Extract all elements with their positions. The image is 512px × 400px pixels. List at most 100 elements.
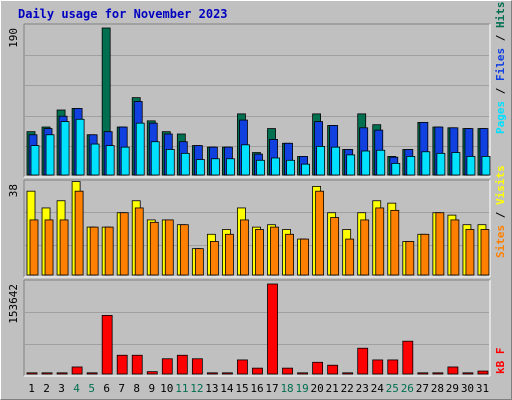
bar-kbytes-day-26 — [402, 340, 414, 375]
x-label-day-18: 18 — [280, 382, 293, 395]
x-label-day-22: 22 — [341, 382, 354, 395]
bar-pages-day-20 — [316, 145, 326, 176]
bar-kbytes-day-15 — [237, 359, 248, 375]
bar-kbytes-day-5 — [86, 372, 98, 375]
bar-sites-day-8 — [134, 207, 144, 276]
bar-pages-day-21 — [331, 146, 341, 176]
bar-kbytes-day-17 — [267, 283, 278, 375]
bar-sites-day-7 — [119, 212, 129, 276]
x-label-day-29: 29 — [446, 382, 459, 395]
bar-pages-day-6 — [105, 145, 115, 176]
bar-kbytes-day-1 — [26, 372, 38, 375]
bar-kbytes-day-30 — [462, 372, 474, 375]
x-label-day-2: 2 — [43, 382, 50, 395]
bar-pages-day-29 — [451, 152, 461, 176]
bar-sites-day-28 — [435, 212, 445, 276]
x-label-day-3: 3 — [58, 382, 65, 395]
x-label-day-9: 9 — [148, 382, 155, 395]
bar-sites-day-21 — [330, 217, 340, 276]
bar-sites-day-4 — [74, 190, 84, 276]
bar-kbytes-day-18 — [282, 367, 293, 375]
bar-sites-day-16 — [255, 229, 264, 276]
legend-pages-files-hits-part: Hits — [494, 2, 507, 29]
bar-sites-day-30 — [465, 229, 475, 276]
bar-sites-day-2 — [44, 219, 54, 276]
bar-sites-day-6 — [104, 226, 114, 276]
x-label-day-21: 21 — [326, 382, 339, 395]
bar-sites-day-1 — [29, 219, 39, 276]
bar-kbytes-day-31 — [477, 370, 489, 375]
bar-pages-day-16 — [256, 159, 265, 176]
x-label-day-14: 14 — [220, 382, 234, 395]
bar-kbytes-day-21 — [327, 364, 339, 375]
bar-kbytes-day-27 — [417, 372, 429, 375]
x-label-day-16: 16 — [250, 382, 263, 395]
panel-1-ymax-label: 190 — [7, 28, 20, 48]
bar-sites-day-3 — [59, 219, 69, 276]
bar-kbytes-day-6 — [101, 315, 113, 375]
bar-sites-day-20 — [315, 190, 325, 276]
bar-kbytes-day-8 — [131, 354, 143, 375]
x-label-day-13: 13 — [205, 382, 218, 395]
bar-pages-day-9 — [150, 141, 160, 176]
x-label-day-8: 8 — [133, 382, 140, 395]
bar-sites-day-25 — [390, 209, 400, 276]
bar-kbytes-day-12 — [191, 358, 203, 375]
bar-sites-day-13 — [209, 241, 219, 276]
x-label-day-31: 31 — [476, 382, 489, 395]
x-label-day-30: 30 — [461, 382, 474, 395]
legend-pages-files-hits: Pages / Files / Hits — [494, 2, 507, 135]
x-label-day-23: 23 — [356, 382, 369, 395]
x-label-day-4: 4 — [73, 382, 80, 395]
bar-sites-day-11 — [179, 224, 189, 276]
x-label-day-12: 12 — [190, 382, 203, 395]
bar-sites-day-26 — [405, 241, 415, 276]
bar-sites-day-24 — [375, 207, 385, 276]
chart-title: Daily usage for November 2023 — [18, 7, 228, 21]
bar-pages-day-2 — [45, 134, 55, 176]
bar-sites-day-22 — [345, 238, 355, 276]
legend-sites-visits-part: / — [494, 205, 507, 225]
x-label-day-1: 1 — [28, 382, 35, 395]
panel-2-ymax-label: 38 — [7, 184, 20, 197]
bar-kbytes-day-13 — [206, 372, 218, 375]
bar-pages-day-25 — [391, 162, 401, 176]
x-label-day-10: 10 — [160, 382, 173, 395]
x-label-day-7: 7 — [118, 382, 125, 395]
bar-kbytes-day-22 — [342, 372, 354, 375]
x-label-day-19: 19 — [295, 382, 308, 395]
bar-sites-day-18 — [285, 233, 294, 276]
bar-pages-day-8 — [135, 122, 145, 176]
panel-3-ymax-label: 153642 — [7, 284, 20, 324]
legend-pages-files-hits-part: Pages — [494, 101, 507, 134]
x-label-day-27: 27 — [416, 382, 429, 395]
bar-pages-day-28 — [436, 152, 446, 176]
bar-kbytes-day-20 — [312, 361, 324, 375]
x-label-day-11: 11 — [175, 382, 188, 395]
bar-sites-day-12 — [194, 248, 204, 276]
legend-sites-visits: Sites / Visits — [494, 165, 507, 258]
legend-pages-files-hits-part: / — [494, 81, 507, 101]
x-label-day-28: 28 — [431, 382, 444, 395]
bar-pages-day-19 — [301, 163, 310, 176]
panel-3-background — [24, 280, 490, 376]
bar-kbytes-day-9 — [146, 371, 158, 375]
legend-pages-files-hits-part: Files — [494, 48, 507, 81]
bar-kbytes-day-16 — [252, 367, 263, 375]
x-label-day-5: 5 — [88, 382, 95, 395]
bar-pages-day-1 — [30, 145, 40, 176]
x-label-day-26: 26 — [401, 382, 414, 395]
bar-pages-day-12 — [195, 159, 205, 176]
bar-kbytes-day-29 — [447, 366, 459, 375]
bar-pages-day-11 — [180, 152, 190, 176]
bar-kbytes-day-7 — [116, 354, 128, 375]
legend-sites-visits-part: Sites — [494, 225, 507, 258]
bar-pages-day-17 — [271, 157, 280, 176]
bar-pages-day-13 — [210, 158, 220, 176]
bar-sites-day-9 — [149, 221, 159, 276]
bar-pages-day-24 — [376, 149, 386, 176]
bar-pages-day-7 — [120, 146, 130, 176]
bar-sites-day-17 — [270, 226, 279, 276]
bar-pages-day-26 — [406, 156, 416, 176]
